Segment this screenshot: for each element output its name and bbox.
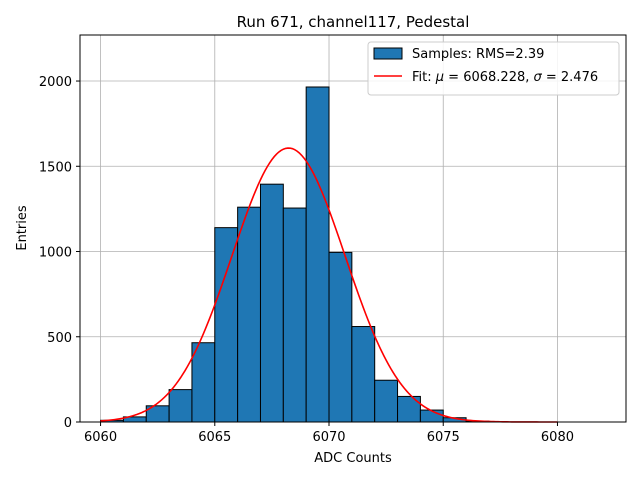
y-axis-ticks: 0 500 1000 1500 2000 [39,75,80,431]
y-axis-label: Entries [15,205,30,251]
histogram-bar-12 [374,379,399,423]
histogram-bar-5 [214,227,239,423]
x-axis-label: ADC Counts [314,451,392,466]
plot-frame [79,34,627,423]
legend-histogram-label: Samples: RMS=2.39 [412,47,544,62]
legend-histogram-swatch [373,47,403,60]
legend-fit-suffix: = 2.476 [542,70,598,85]
chart-title: Run 671, channel117, Pedestal [237,13,470,31]
y-tick-label-4: 2000 [39,75,72,90]
histogram-bar-4 [191,342,216,423]
histogram-bar-14 [419,409,444,423]
y-tick-label-0: 0 [64,416,72,431]
y-tick-label-3: 1500 [39,160,72,175]
x-tick-label-1: 6065 [198,430,231,445]
legend-fit-mid: = 6068.228, [444,70,533,85]
histogram-bar-8 [282,207,307,423]
y-tick-label-2: 1000 [39,246,72,261]
histogram-bar-10 [328,251,353,423]
histogram-bar-7 [259,183,284,423]
histogram-bar-3 [168,389,193,423]
x-tick-label-0: 6060 [84,430,117,445]
histogram-bar-6 [237,206,261,423]
x-tick-label-4: 6080 [541,430,574,445]
histogram-bar-11 [351,326,376,423]
x-tick-label-2: 6070 [312,430,345,445]
legend-fit-mu: μ [435,70,444,85]
x-axis-ticks: 6060 6065 6070 6075 6080 [84,422,574,445]
x-tick-label-3: 6075 [427,430,460,445]
y-tick-label-1: 500 [47,331,72,346]
fit-curve [100,147,558,423]
legend-box [367,41,620,96]
legend: Samples: RMS=2.39 Fit: μ = 6068.228, σ =… [367,41,620,96]
histogram-bar-9 [305,86,330,423]
legend-fit-sigma: σ [534,70,543,85]
legend-fit-prefix: Fit: [412,70,436,85]
legend-fit-label: Fit: μ = 6068.228, σ = 2.476 [412,70,598,85]
